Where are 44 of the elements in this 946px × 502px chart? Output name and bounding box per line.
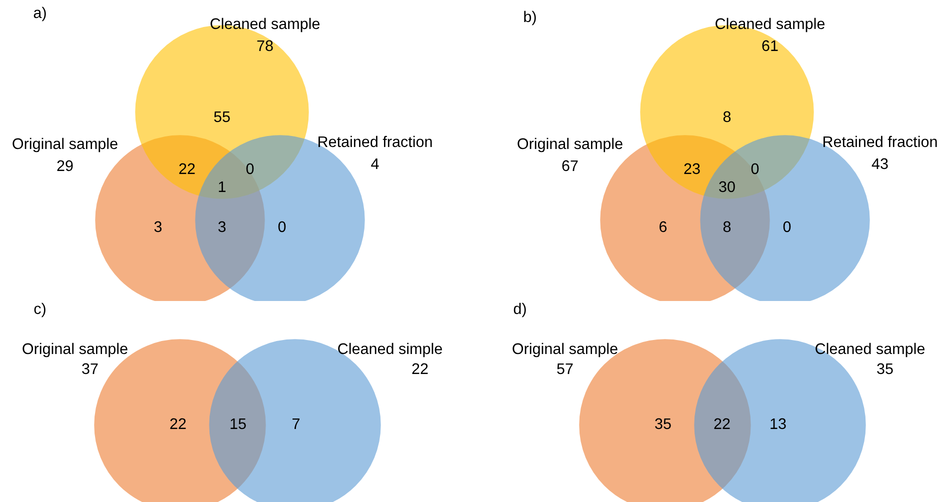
text: b) [524, 10, 536, 26]
data-label: 22 [412, 363, 428, 374]
data-label: 61 [762, 40, 778, 52]
text: 8 [723, 221, 731, 232]
data-label: 35 [877, 363, 893, 374]
text: 22 [179, 163, 195, 174]
category-label: Retained fraction [824, 136, 937, 148]
category-label: Original sample [512, 342, 618, 358]
text: c) [34, 302, 46, 318]
text: 30 [719, 181, 735, 192]
text: 35 [655, 418, 671, 430]
text: 3 [218, 221, 226, 232]
text: 0 [783, 221, 791, 232]
text: 0 [751, 163, 759, 174]
category-label: Cleaned sample [210, 18, 320, 32]
category-label: Original sample [22, 342, 128, 358]
category-label: Original sample [12, 138, 118, 152]
category-label: Cleaned simple [338, 342, 442, 358]
data-label: 29 [57, 160, 73, 172]
data-label: 67 [562, 160, 578, 172]
data-label: 4 [371, 158, 379, 169]
text: 13 [770, 418, 786, 430]
text: 3 [154, 221, 162, 232]
category-label: Retained fraction [318, 136, 432, 148]
text: a) [34, 6, 46, 22]
text: 23 [684, 163, 700, 174]
text: 22 [170, 418, 186, 429]
text: 0 [246, 163, 254, 174]
text: 6 [660, 221, 667, 232]
text: 7 [292, 418, 300, 429]
text: d) [514, 302, 526, 318]
text: 1 [218, 181, 226, 192]
text: 15 [230, 418, 246, 430]
data-label: 78 [257, 40, 273, 52]
text: 8 [723, 111, 731, 122]
category-label: Original sample [518, 138, 622, 152]
data-label: 37 [82, 363, 98, 374]
category-label: Cleaned sample [716, 18, 825, 32]
text: 55 [214, 111, 230, 122]
data-label: 57 [557, 363, 573, 374]
text: 22 [714, 418, 730, 429]
text: 0 [278, 221, 286, 232]
data-label: 43 [872, 158, 888, 170]
category-label: Cleaned sample [816, 342, 925, 358]
